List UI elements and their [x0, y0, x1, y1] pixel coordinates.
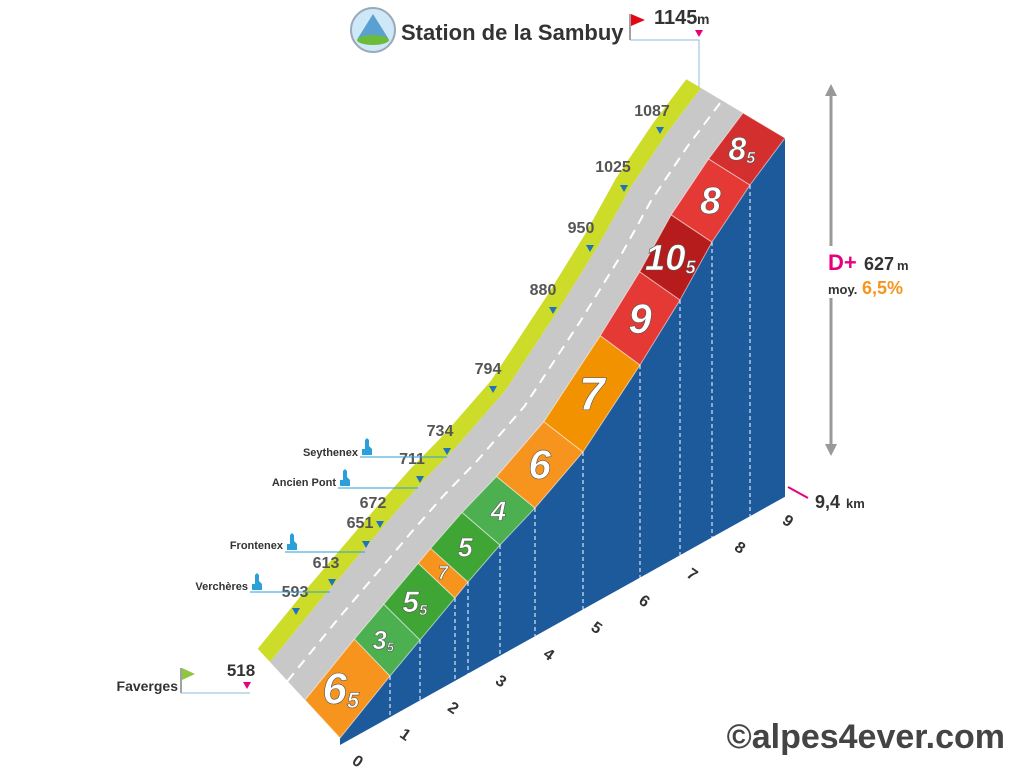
altitude-marker: [586, 245, 594, 252]
road: [270, 88, 743, 700]
grade-label: 55: [402, 586, 428, 619]
grade-label: 9: [628, 295, 652, 342]
grade-whole: 8: [700, 179, 721, 221]
grade-whole: 10: [645, 237, 686, 278]
grade-whole: 3: [372, 627, 387, 655]
place-icon: [252, 573, 262, 590]
altitude-label: 880: [530, 282, 557, 299]
grade-label: 8: [700, 179, 721, 221]
summit-unit: m: [697, 11, 709, 27]
altitude-marker: [549, 307, 557, 314]
grade-whole: 6: [528, 442, 551, 488]
start-flag: [182, 668, 195, 680]
km-tick-label: 7: [683, 565, 700, 584]
credit: ©alpes4ever.com: [727, 718, 1005, 756]
altitude-marker: [376, 521, 384, 528]
grade-decimal: 5: [685, 258, 696, 278]
grade-whole: 4: [490, 495, 507, 526]
distance-tick: [787, 486, 809, 499]
average-value: 6,5%: [862, 278, 903, 298]
distance-unit: km: [846, 496, 865, 511]
km-tick-label: 6: [636, 592, 653, 611]
altitude-marker: [656, 127, 664, 134]
place-icon: [340, 469, 350, 486]
grade-whole: 7: [438, 563, 449, 583]
summit-marker: [695, 30, 703, 37]
place-name: Seythenex: [303, 447, 359, 459]
grade-whole: 7: [579, 368, 607, 420]
altitude-label: 613: [313, 555, 340, 572]
altitude-label: 1087: [634, 103, 670, 120]
km-tick-label: 1: [397, 726, 414, 745]
logo-grass: [357, 35, 389, 45]
summit-flag: [631, 14, 645, 26]
road-edge: [257, 79, 701, 662]
altitude-marker: [416, 476, 424, 483]
road-centre: [286, 99, 723, 682]
grade-whole: 5: [458, 532, 474, 562]
km-tick-label: 5: [588, 619, 605, 638]
grade-decimal: 5: [419, 602, 428, 619]
start-marker: [243, 682, 251, 689]
start-name: Faverges: [117, 678, 179, 694]
km-tick-label: 4: [540, 646, 557, 665]
altitude-label: 950: [568, 220, 595, 237]
grade-label: 65: [323, 665, 360, 714]
grade-label: 5: [458, 532, 474, 562]
altitude-label: 711: [399, 451, 425, 468]
altitude-marker: [328, 579, 336, 586]
altitude-marker: [620, 185, 628, 192]
gain-value: 627: [864, 254, 894, 274]
gain-unit: m: [897, 258, 909, 273]
altitude-label: 794: [475, 361, 502, 378]
altitude-label: 672: [360, 495, 387, 512]
place-name: Verchères: [195, 581, 248, 593]
place-name: Ancien Pont: [272, 477, 337, 489]
km-tick-label: 9: [779, 512, 796, 531]
grade-segment: [707, 112, 786, 186]
title: Station de la Sambuy: [401, 20, 624, 45]
altitude-marker: [362, 541, 370, 548]
grade-whole: 8: [728, 131, 746, 167]
altitude-marker: [292, 608, 300, 615]
grade-label: 7: [438, 563, 449, 583]
grade-whole: 6: [323, 665, 348, 714]
altitude-marker: [443, 448, 451, 455]
grade-label: 7: [579, 368, 607, 420]
logo-mountain: [358, 14, 388, 38]
distance-value: 9,4: [815, 492, 840, 512]
summary-bg: [822, 246, 902, 298]
km-tick-label: 3: [492, 672, 509, 691]
grade-whole: 5: [402, 586, 420, 619]
altitude-label: 651: [347, 515, 374, 532]
arrow-head: [825, 84, 837, 96]
grade-label: 6: [528, 442, 551, 488]
altitude-label: 734: [427, 423, 454, 440]
place-name: Frontenex: [230, 540, 284, 552]
grade-label: 35: [372, 627, 394, 655]
grade-label: 4: [490, 495, 507, 526]
arrow-head: [825, 444, 837, 456]
km-tick-label: 0: [349, 752, 366, 768]
place-icon: [287, 533, 297, 550]
altitude-label: 1025: [595, 159, 631, 176]
average-label: moy.: [828, 282, 857, 297]
summit-leader: [630, 39, 700, 88]
altitude-marker: [489, 386, 497, 393]
start-altitude: 518: [227, 661, 255, 680]
grade-label: 105: [645, 237, 697, 278]
grade-decimal: 5: [387, 639, 395, 654]
grade-decimal: 5: [347, 688, 360, 713]
plot: 0123456789653555754679105885593613651672…: [195, 79, 796, 768]
gain-label: D+: [828, 250, 857, 275]
grade-label: 85: [728, 131, 756, 167]
summit-altitude: 1145: [654, 7, 697, 29]
km-tick-label: 8: [731, 539, 748, 558]
place-icon: [362, 438, 372, 455]
grade-whole: 9: [628, 295, 652, 342]
km-tick-label: 2: [444, 699, 461, 718]
grade-decimal: 5: [746, 149, 756, 167]
wall: [340, 138, 785, 745]
